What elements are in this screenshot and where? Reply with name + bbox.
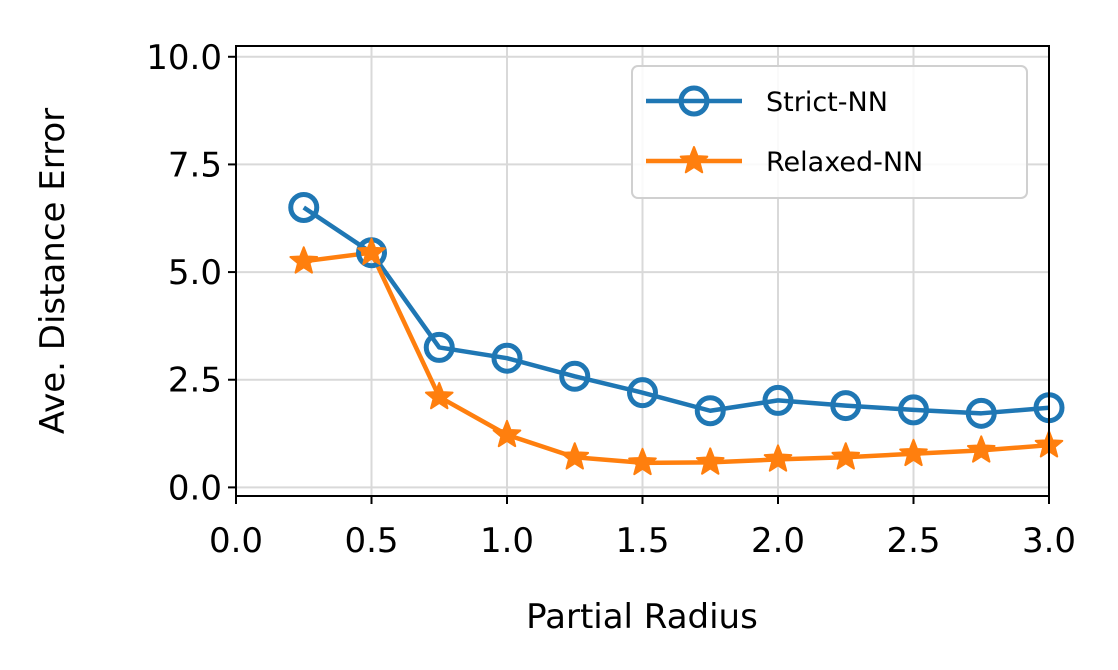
data-point xyxy=(898,394,929,426)
data-point xyxy=(288,191,320,223)
x-tick-label: 1.0 xyxy=(480,521,534,561)
x-tick-label: 0.0 xyxy=(209,521,263,561)
data-point xyxy=(491,342,523,374)
data-point xyxy=(289,246,319,274)
y-tick-label: 2.5 xyxy=(168,361,222,401)
data-point xyxy=(492,419,522,448)
x-tick-label: 3.0 xyxy=(1022,521,1076,561)
data-point xyxy=(762,384,794,416)
legend-label: Strict-NN xyxy=(766,87,888,118)
series-line-0 xyxy=(302,205,1050,416)
x-tick-label: 2.5 xyxy=(886,521,940,561)
y-tick-label: 7.5 xyxy=(168,145,222,185)
x-tick-label: 0.5 xyxy=(344,521,398,561)
data-point xyxy=(423,331,455,363)
data-point xyxy=(559,360,591,392)
tick-labels: 0.0 0.5 1.0 1.5 2.0 2.5 3.0 0.0 2.5 5.0 7.5 10.0 xyxy=(146,38,1076,561)
legend-marker xyxy=(679,146,709,174)
y-axis-title: Ave. Distance Error xyxy=(33,108,73,434)
series-markers xyxy=(288,191,1065,476)
legend-marker xyxy=(678,85,710,117)
x-tick-label: 1.5 xyxy=(615,521,669,561)
y-tick-label: 5.0 xyxy=(168,253,222,293)
data-point xyxy=(694,395,726,427)
x-tick-label: 2.0 xyxy=(751,521,805,561)
data-point xyxy=(830,390,862,422)
data-point xyxy=(695,447,725,475)
series-line-1 xyxy=(303,250,1050,466)
x-axis-title: Partial Radius xyxy=(526,597,758,637)
y-tick-label: 0.0 xyxy=(168,468,222,508)
legend-label: Relaxed-NN xyxy=(766,147,923,178)
data-point xyxy=(357,237,386,266)
data-point xyxy=(966,435,996,463)
data-point xyxy=(965,397,997,429)
y-tick-label: 10.0 xyxy=(146,38,222,78)
data-point xyxy=(560,442,590,470)
data-point xyxy=(628,447,657,476)
data-point xyxy=(899,438,928,467)
data-point xyxy=(831,442,861,470)
data-point xyxy=(763,444,793,472)
data-point xyxy=(424,381,454,410)
series-lines xyxy=(302,205,1050,466)
legend: Strict-NN Relaxed-NN xyxy=(631,65,1028,199)
data-point xyxy=(627,377,658,409)
